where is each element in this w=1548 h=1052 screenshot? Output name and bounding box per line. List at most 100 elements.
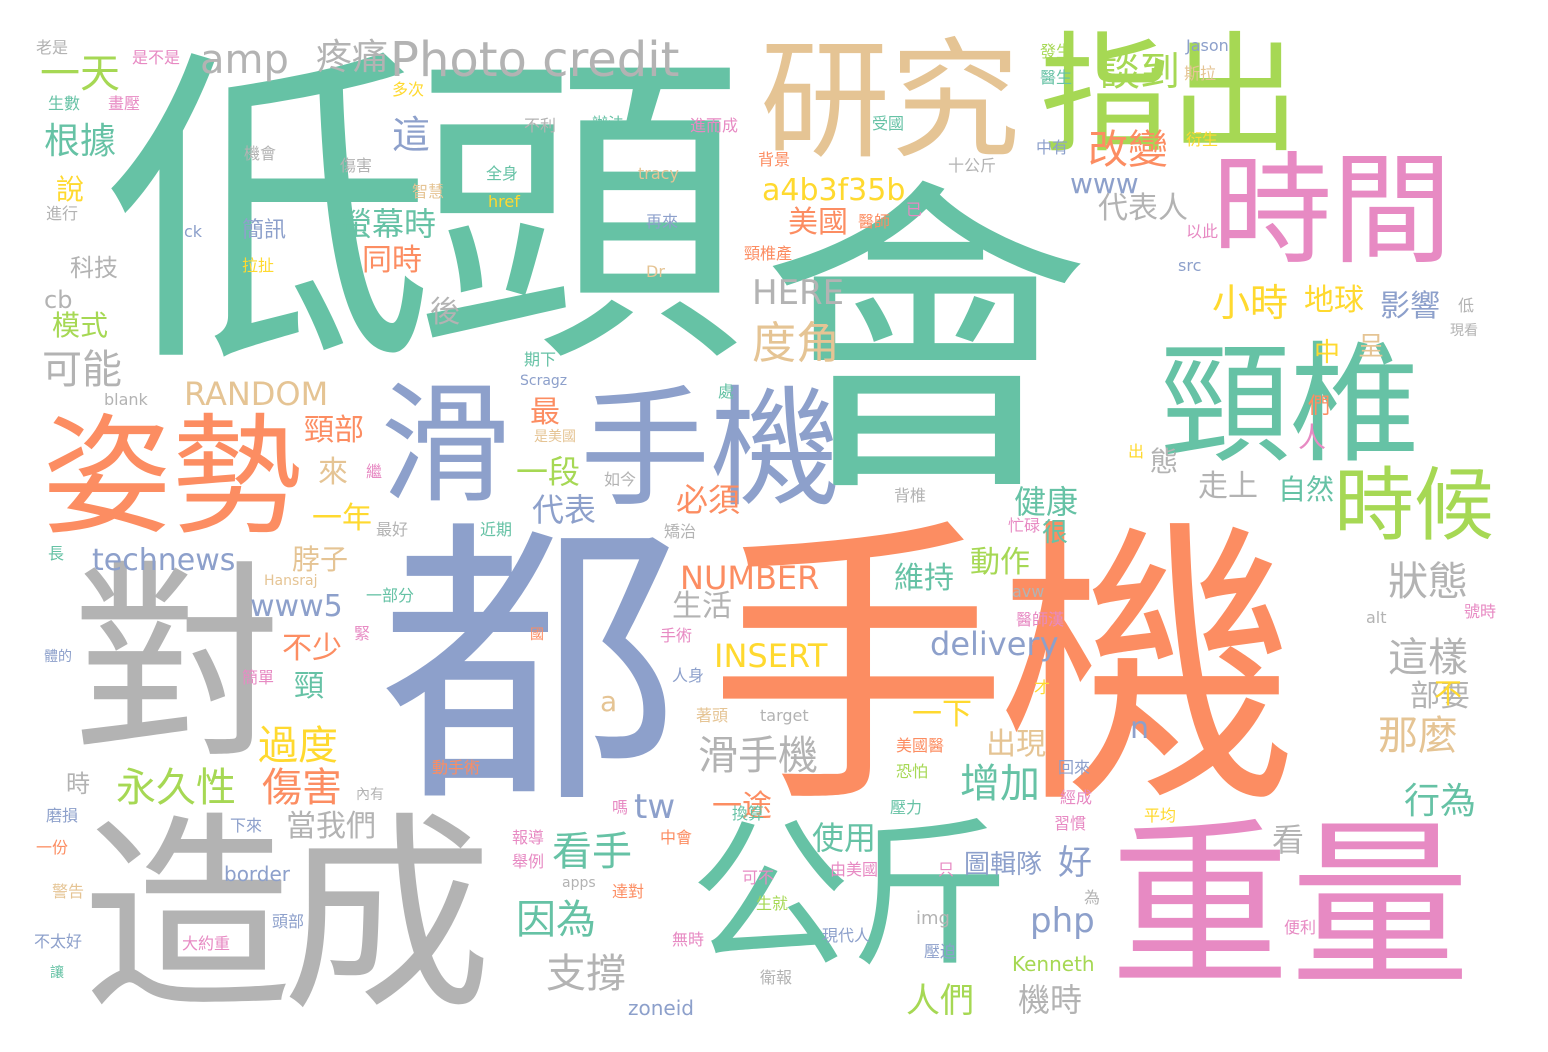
word-zishi: 姿勢 (42, 401, 303, 553)
word-meiguoyi: 美國醫 (896, 736, 945, 755)
word-ziran: 自然 (1278, 473, 1335, 506)
word-renmen: 人們 (906, 981, 974, 1021)
word-gaibian: 改變 (1088, 127, 1168, 173)
word-fasheng: 發生 (1040, 42, 1073, 61)
word-daibiaoren: 代表人 (1098, 191, 1188, 226)
word-dongzuo: 動作 (970, 545, 1030, 580)
word-tide: 體的 (44, 649, 72, 665)
word-haoshi: 號時 (1464, 602, 1497, 621)
word-yisheng: 醫生 (1040, 68, 1073, 87)
word-bozi: 脖子 (292, 543, 349, 576)
word-renshen: 人身 (672, 666, 705, 685)
word-yi: 已 (906, 200, 923, 219)
word-shimeiguo: 是美國 (534, 429, 576, 445)
word-dr: Dr (646, 262, 665, 281)
word-hansraj: Hansraj (264, 573, 318, 589)
word-xiankan: 現看 (1450, 323, 1478, 339)
word-keji: 科技 (70, 254, 118, 282)
word-zhicheng: 支撐 (546, 951, 626, 997)
word-yingmushi: 螢幕時 (340, 205, 437, 243)
word-yifen: 一份 (36, 838, 69, 857)
word-zhonghui: 中會 (660, 828, 693, 847)
word-lache: 拉扯 (242, 256, 275, 275)
word-shouji: 手機 (708, 495, 1298, 844)
word-rujin: 如今 (604, 470, 637, 489)
word-buyao: 部要 (1410, 679, 1470, 714)
word-diqiu: 地球 (1304, 283, 1364, 318)
word-jinerchen: 進而成 (690, 116, 739, 135)
word-zhihui: 智慧 (412, 182, 445, 201)
word-yishihan: 醫師漢 (1016, 610, 1065, 629)
word-border: border (224, 862, 291, 886)
word-xiguan: 習慣 (1054, 814, 1087, 833)
word-jingbu: 頸部 (304, 413, 364, 448)
word-shouguo: 受國 (872, 114, 905, 133)
word-dongshoushu: 動手術 (432, 758, 481, 777)
word-zuihao: 最好 (376, 520, 409, 539)
word-yitian: 一天 (40, 51, 120, 97)
word-weibao: 衛報 (760, 968, 793, 987)
word-ditou: 低頭 (104, 23, 744, 407)
word-img: img (916, 908, 950, 929)
word-jingzhuichan: 頸椎產 (744, 244, 793, 263)
word-duoci: 多次 (392, 80, 425, 99)
word-jihui: 機會 (244, 144, 277, 163)
word-kongpa: 恐怕 (896, 762, 929, 781)
word-alt: alt (1366, 608, 1387, 627)
word-zhaotou: 著頭 (696, 706, 729, 725)
word-cheng: 呈 (1358, 332, 1385, 362)
word-jinxing: 進行 (46, 204, 79, 223)
word-yixia: 一下 (912, 697, 972, 732)
word-hua: 滑 (380, 369, 511, 521)
word-beijing: 背景 (758, 150, 791, 169)
word-shengjiu: 生就 (756, 894, 789, 913)
word-php: php (1030, 901, 1095, 941)
word-baodao: 報導 (512, 828, 545, 847)
word-cai: 才 (1034, 678, 1051, 697)
word-zengjia: 增加 (960, 761, 1040, 807)
word-xialai: 下來 (230, 816, 263, 835)
word-n: n (1130, 711, 1150, 746)
word-shijian: 時間 (1212, 142, 1452, 281)
word-zaocheng: 造成 (82, 794, 492, 1039)
word-shanghai-small: 傷害 (340, 156, 373, 175)
word-yibufen: 一部分 (366, 586, 415, 605)
word-avw: avw (1012, 582, 1045, 601)
word-shanghai: 傷害 (262, 765, 342, 811)
word-jingcheng: 經成 (1060, 788, 1093, 807)
word-delivery: delivery (930, 625, 1059, 663)
word-yanjiu: 研究 (760, 25, 1021, 177)
word-scragz: Scragz (520, 373, 568, 389)
word-zui: 最 (530, 395, 560, 430)
word-rang: 讓 (50, 965, 64, 981)
word-zhuangtai: 狀態 (1388, 559, 1468, 605)
word-sila: 斯拉 (1184, 64, 1217, 83)
word-dou: 都 (380, 495, 680, 844)
word-dujiao: 度角 (752, 318, 840, 369)
word-jin: 緊 (354, 624, 371, 643)
word-zhong: 中 (1314, 338, 1341, 368)
word-dui: 對 (72, 542, 283, 787)
word-target: target (760, 706, 809, 725)
word-tracy: tracy (638, 164, 679, 183)
word-ji: 繼 (366, 462, 383, 481)
word-zhe: 這 (392, 113, 431, 157)
word-juli: 舉例 (512, 852, 545, 871)
word-moshi: 模式 (52, 309, 109, 342)
word-dadui: 達對 (612, 882, 645, 901)
word-wei: 為 (1084, 888, 1101, 907)
word-tw: tw (634, 787, 676, 827)
word-butaihao: 不太好 (34, 932, 83, 951)
word-quanshen: 全身 (486, 164, 519, 183)
word-yinian: 一年 (312, 501, 372, 536)
word-chuxian: 出現 (986, 727, 1046, 762)
word-buli: 不利 (524, 116, 557, 135)
word-bu: 不 (1434, 677, 1463, 710)
word-laoshi: 老是 (36, 38, 69, 57)
word-zheyang: 這樣 (1388, 635, 1468, 681)
word-qixia: 期下 (524, 350, 557, 369)
word-genju: 根據 (44, 121, 117, 162)
word-bixu: 必須 (676, 481, 741, 519)
word-xingwei: 行為 (1404, 781, 1477, 822)
